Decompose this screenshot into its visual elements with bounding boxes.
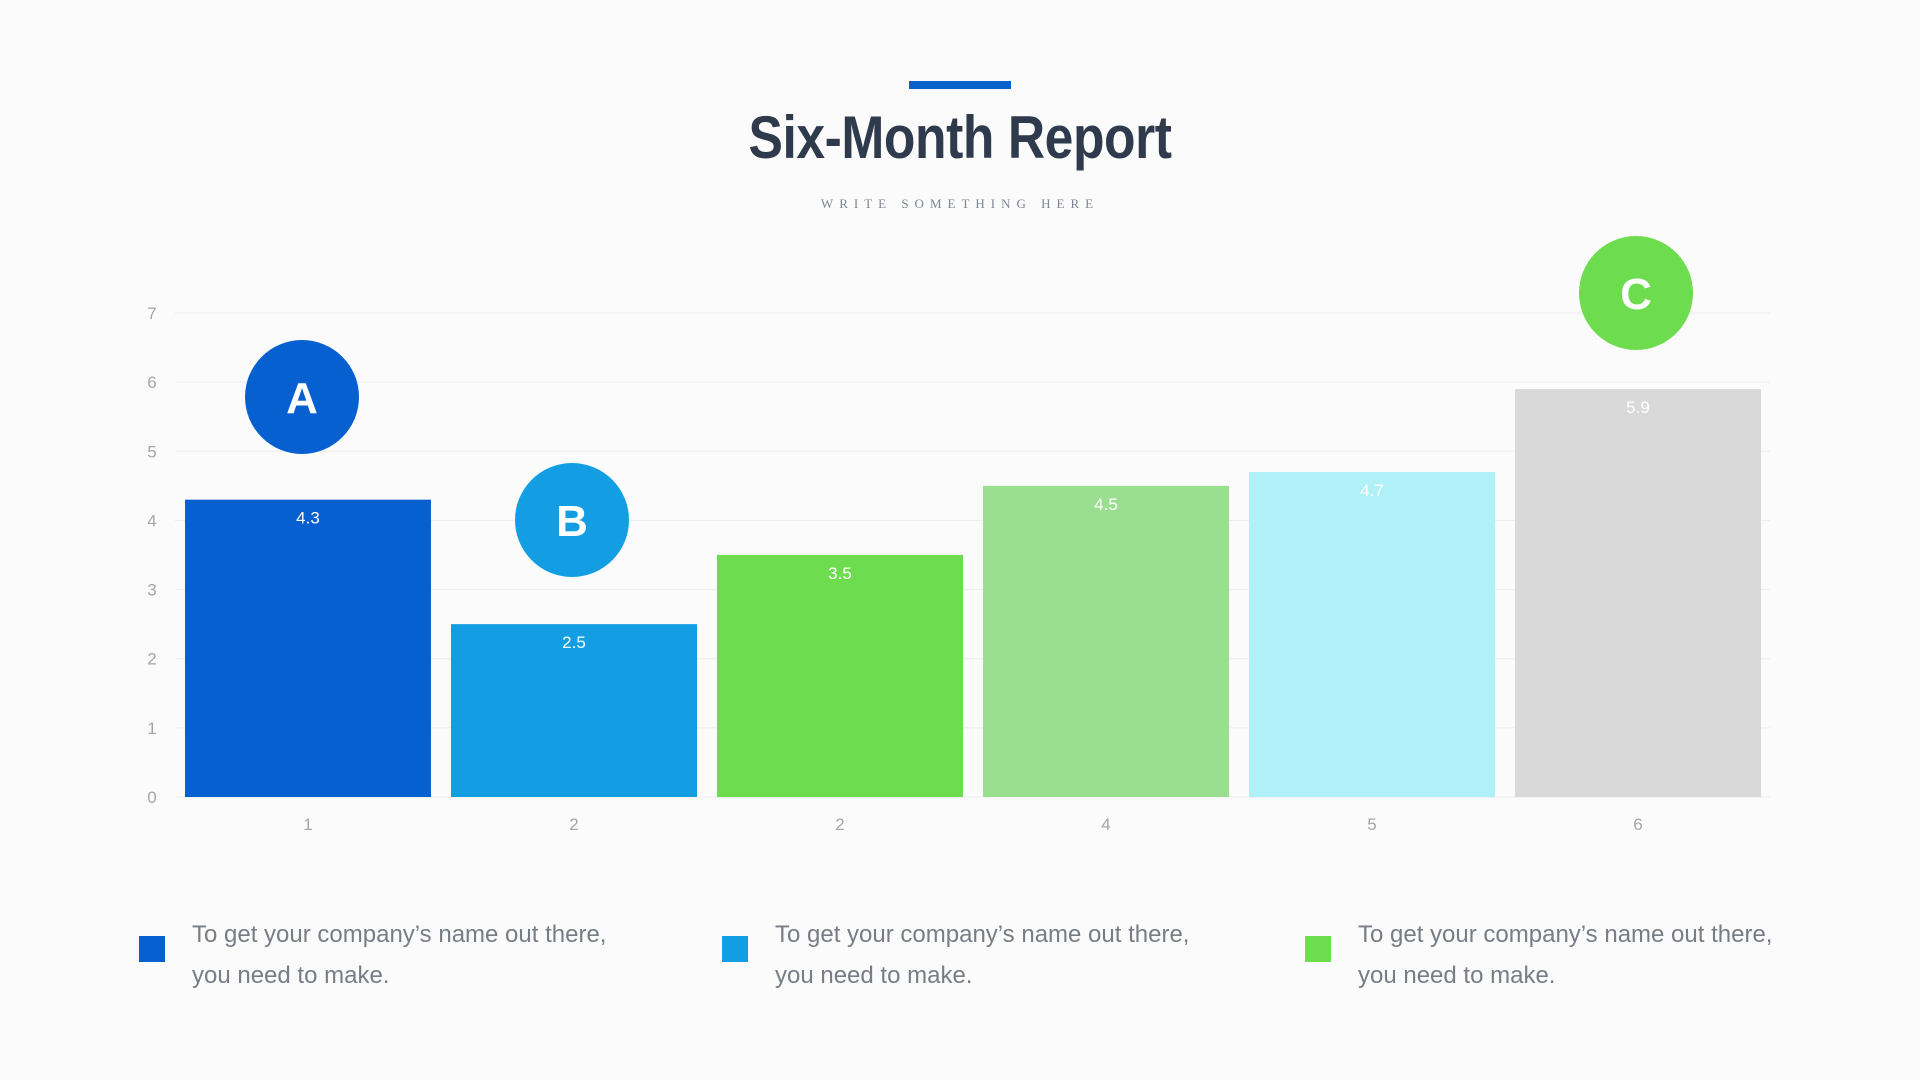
bar-value-label: 4.3 xyxy=(296,509,320,528)
marker-label-a: A xyxy=(286,374,318,423)
legend-item-2: To get your company’s name out there, yo… xyxy=(722,914,1242,994)
legend-text-2: To get your company’s name out there, yo… xyxy=(775,921,1190,989)
legend-swatch-1 xyxy=(139,936,165,962)
legend-swatch-2 xyxy=(722,936,748,962)
bar xyxy=(717,555,963,797)
x-tick-label: 1 xyxy=(303,815,312,834)
y-tick-label: 1 xyxy=(147,719,156,738)
legend-item-1: To get your company’s name out there, yo… xyxy=(139,914,659,994)
y-tick-label: 6 xyxy=(147,373,156,392)
legend-swatch-3 xyxy=(1305,936,1331,962)
marker-label-b: B xyxy=(556,497,588,546)
marker-circle-b xyxy=(515,463,629,577)
bar xyxy=(983,485,1229,797)
y-tick-label: 4 xyxy=(147,511,156,530)
y-tick-label: 7 xyxy=(147,304,156,323)
y-tick-label: 5 xyxy=(147,442,156,461)
x-tick-label: 2 xyxy=(569,815,578,834)
bar-value-label: 3.5 xyxy=(828,564,852,583)
marker-label-c: C xyxy=(1620,270,1652,319)
page-subtitle: WRITE SOMETHING HERE xyxy=(820,196,1100,211)
x-tick-label: 5 xyxy=(1367,815,1376,834)
y-tick-label: 2 xyxy=(147,650,156,669)
bar-value-label: 2.5 xyxy=(562,633,586,652)
bar xyxy=(1249,472,1495,797)
title-accent-bar xyxy=(909,81,1011,89)
marker-circle-c xyxy=(1579,236,1693,350)
y-tick-label: 0 xyxy=(147,788,156,807)
legend-text-3: To get your company’s name out there, yo… xyxy=(1358,921,1773,989)
bar xyxy=(451,624,697,797)
legend-text-1: To get your company’s name out there, yo… xyxy=(192,921,607,989)
bar-value-label: 4.7 xyxy=(1360,481,1384,500)
x-tick-label: 2 xyxy=(835,815,844,834)
bar-value-label: 5.9 xyxy=(1626,398,1650,417)
bar xyxy=(1515,389,1761,797)
bar-value-label: 4.5 xyxy=(1094,495,1118,514)
page-title: Six-Month Report xyxy=(748,104,1172,171)
x-tick-label: 4 xyxy=(1101,815,1110,834)
legend-item-3: To get your company’s name out there, yo… xyxy=(1305,914,1825,994)
y-tick-label: 3 xyxy=(147,581,156,600)
x-tick-label: 6 xyxy=(1633,815,1642,834)
marker-circle-a xyxy=(245,340,359,454)
bar xyxy=(185,499,431,797)
